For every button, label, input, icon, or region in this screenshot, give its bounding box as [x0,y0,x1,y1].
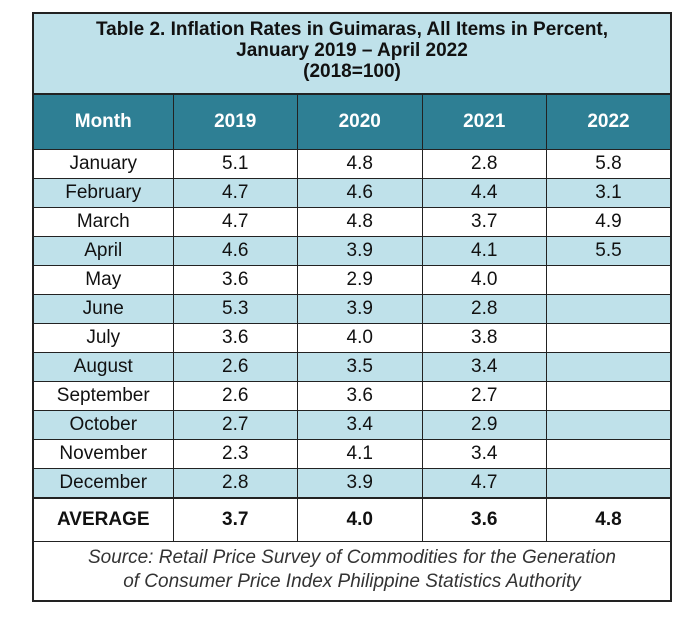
cell-2022 [546,323,672,353]
cell-2020: 3.6 [297,381,423,411]
cell-2022: 3.1 [546,178,672,208]
cell-2019: 2.6 [172,381,298,411]
cell-2019: 3.6 [172,323,298,353]
cell-2019: 2.8 [172,468,298,499]
table-row: February 4.7 4.6 4.4 3.1 [32,178,672,208]
cell-2021: 3.7 [421,207,547,237]
table-row: April 4.6 3.9 4.1 5.5 [32,236,672,266]
header-2020: 2020 [297,93,423,150]
cell-2019: 4.7 [172,178,298,208]
cell-2019: 5.3 [172,294,298,324]
cell-2020: 4.1 [297,439,423,469]
inflation-table: Month 2019 2020 2021 2022 January 5.1 4.8 2… [32,93,672,542]
title-line-1: Table 2. Inflation Rates in Guimaras, Al… [95,19,609,40]
cell-2020: 3.9 [297,236,423,266]
table-row: June 5.3 3.9 2.8 [32,294,672,324]
cell-month: June [32,294,174,324]
table-body: January 5.1 4.8 2.8 5.8 February 4.7 4.6 4.4 3.1 M… [32,149,672,499]
header-2019: 2019 [172,93,298,150]
cell-2021: 3.4 [421,352,547,382]
cell-month: February [32,178,174,208]
table-row: August 2.6 3.5 3.4 [32,352,672,382]
title-line-2: January 2019 – April 2022 [236,40,468,61]
cell-2019: 3.6 [172,265,298,295]
source-line-1: Source: Retail Price Survey of Commoditi… [87,547,616,568]
cell-2019: 2.7 [172,410,298,440]
cell-2020: 4.0 [297,323,423,353]
cell-2021: 4.1 [421,236,547,266]
cell-2022 [546,265,672,295]
cell-month: August [32,352,174,382]
cell-month: July [32,323,174,353]
cell-2021: 3.4 [421,439,547,469]
inflation-table-figure: Table 2. Inflation Rates in Guimaras, Al… [32,12,672,602]
average-row: AVERAGE 3.7 4.0 3.6 4.8 [32,497,672,542]
cell-month: March [32,207,174,237]
cell-2020: 3.5 [297,352,423,382]
table-row: March 4.7 4.8 3.7 4.9 [32,207,672,237]
cell-2020: 3.9 [297,468,423,499]
cell-2019: 2.3 [172,439,298,469]
header-2022: 2022 [546,93,672,150]
cell-2021: 2.7 [421,381,547,411]
cell-2019: 4.6 [172,236,298,266]
table-row: May 3.6 2.9 4.0 [32,265,672,295]
cell-2022 [546,294,672,324]
header-row: Month 2019 2020 2021 2022 [32,93,672,150]
source-line-2: of Consumer Price Index Philippine Stati… [123,571,581,592]
cell-2022: 4.9 [546,207,672,237]
table-row: November 2.3 4.1 3.4 [32,439,672,469]
table-row: September 2.6 3.6 2.7 [32,381,672,411]
cell-2020: 3.9 [297,294,423,324]
cell-month: January [32,149,174,179]
cell-2021: 4.4 [421,178,547,208]
cell-month: May [32,265,174,295]
cell-2019: 4.7 [172,207,298,237]
cell-2022: 5.8 [546,149,672,179]
cell-2020: 3.4 [297,410,423,440]
cell-2020: 4.8 [297,207,423,237]
table-row: October 2.7 3.4 2.9 [32,410,672,440]
table-title: Table 2. Inflation Rates in Guimaras, Al… [32,12,672,93]
average-2021: 3.6 [421,497,547,542]
average-2019: 3.7 [172,497,298,542]
cell-2021: 4.0 [421,265,547,295]
table-row: December 2.8 3.9 4.7 [32,468,672,499]
cell-2021: 4.7 [421,468,547,499]
cell-month: September [32,381,174,411]
average-2020: 4.0 [297,497,423,542]
average-2022: 4.8 [546,497,672,542]
cell-2021: 2.8 [421,149,547,179]
title-line-3: (2018=100) [303,61,401,82]
cell-2021: 2.9 [421,410,547,440]
cell-2020: 4.8 [297,149,423,179]
cell-2021: 2.8 [421,294,547,324]
cell-2021: 3.8 [421,323,547,353]
cell-2022 [546,468,672,499]
header-2021: 2021 [421,93,547,150]
cell-2020: 2.9 [297,265,423,295]
table-row: January 5.1 4.8 2.8 5.8 [32,149,672,179]
cell-2022 [546,352,672,382]
average-label: AVERAGE [32,497,174,542]
table-row: July 3.6 4.0 3.8 [32,323,672,353]
source-note: Source: Retail Price Survey of Commoditi… [32,542,672,602]
cell-2022: 5.5 [546,236,672,266]
cell-month: April [32,236,174,266]
cell-2019: 5.1 [172,149,298,179]
cell-2022 [546,439,672,469]
header-month: Month [32,93,174,150]
cell-month: November [32,439,174,469]
cell-2022 [546,410,672,440]
cell-month: December [32,468,174,499]
cell-2019: 2.6 [172,352,298,382]
cell-month: October [32,410,174,440]
cell-2022 [546,381,672,411]
cell-2020: 4.6 [297,178,423,208]
